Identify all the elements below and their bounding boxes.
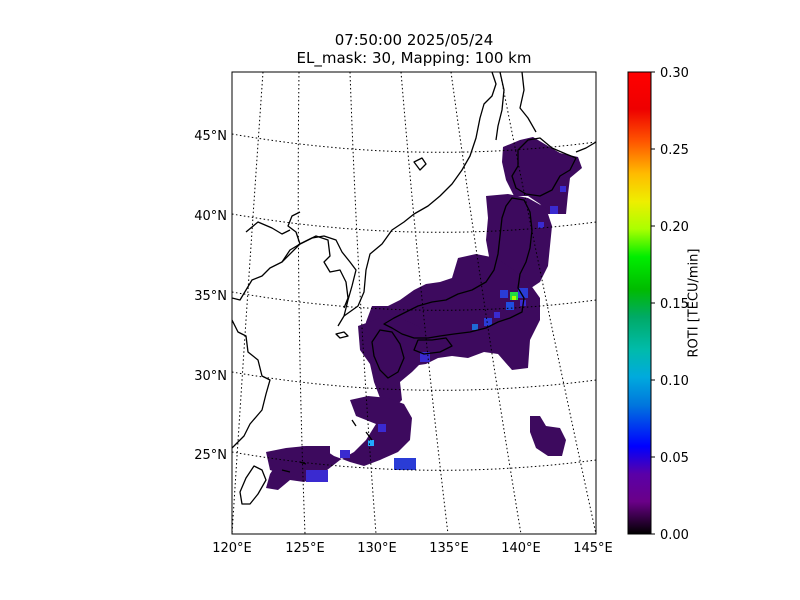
lon-label-125: 125°E bbox=[285, 541, 325, 556]
roti-spot-kanto-a bbox=[500, 290, 508, 298]
roti-spot-okinawa-c bbox=[378, 424, 386, 432]
coast-sakhalin bbox=[495, 72, 537, 141]
lat-label-25: 25°N bbox=[194, 448, 227, 463]
meridian-135 bbox=[400, 72, 449, 534]
map-title-params: EL_mask: 30, Mapping: 100 km bbox=[296, 49, 532, 67]
roti-spot-kanto-c bbox=[506, 302, 514, 310]
roti-spot-okinawa-a bbox=[368, 440, 374, 446]
roti-area-hokkaido bbox=[502, 137, 582, 214]
colorbar-label: ROTI [TECU/min] bbox=[686, 248, 702, 358]
coast-korea-north bbox=[245, 211, 349, 309]
lat-label-35: 35°N bbox=[194, 289, 227, 304]
colorbar-tick-3: 0.15 bbox=[660, 297, 689, 312]
roti-spot-tokai-c bbox=[494, 312, 500, 318]
coast-shikoku bbox=[413, 337, 453, 355]
colorbar-tick-0: 0.00 bbox=[660, 528, 689, 543]
parallel-35 bbox=[232, 291, 596, 311]
parallel-40 bbox=[232, 213, 596, 233]
lon-label-130: 130°E bbox=[357, 541, 397, 556]
roti-spot-tokai-a bbox=[484, 318, 492, 326]
parallel-30 bbox=[232, 371, 596, 391]
coast-taiwan bbox=[239, 465, 267, 505]
colorbar-tick-4: 0.20 bbox=[660, 220, 689, 235]
parallel-45 bbox=[232, 133, 596, 153]
roti-spot-tokai-b bbox=[472, 324, 478, 330]
roti-spot-sakishima bbox=[306, 470, 328, 482]
map-frame bbox=[231, 71, 597, 535]
coastlines bbox=[232, 72, 596, 505]
colorbar-tick-1: 0.05 bbox=[660, 451, 689, 466]
lat-label-40: 40°N bbox=[194, 209, 227, 224]
roti-spot-okinawa-b bbox=[394, 458, 416, 470]
roti-area-east-islands bbox=[530, 416, 566, 456]
coast-jeju bbox=[335, 331, 349, 339]
roti-area-kyushu bbox=[358, 318, 428, 406]
coast-china-coast bbox=[232, 319, 271, 449]
roti-spot-tohoku bbox=[538, 222, 544, 228]
colorbar-tick-6: 0.30 bbox=[660, 66, 689, 81]
lat-axis: 25°N 30°N 35°N 40°N 45°N bbox=[194, 129, 227, 463]
roti-spot-ryukyu bbox=[340, 450, 350, 458]
roti-spot-kinki bbox=[420, 352, 430, 362]
roti-area-ryukyu bbox=[266, 396, 412, 490]
coast-honshu bbox=[383, 197, 533, 339]
roti-coverage bbox=[266, 137, 582, 490]
graticule bbox=[232, 72, 596, 534]
lon-label-135: 135°E bbox=[429, 541, 469, 556]
lon-label-120: 120°E bbox=[212, 541, 252, 556]
parallel-25 bbox=[232, 451, 596, 471]
colorbar-tick-5: 0.25 bbox=[660, 143, 689, 158]
lat-label-30: 30°N bbox=[194, 369, 227, 384]
roti-spot-kanto-core bbox=[512, 296, 516, 300]
roti-spot-hokkaido-b bbox=[560, 186, 566, 192]
lon-label-145: 145°E bbox=[573, 541, 613, 556]
roti-spot-hokkaido-a bbox=[550, 206, 558, 214]
colorbar-tick-2: 0.10 bbox=[660, 374, 689, 389]
roti-area-sakishima bbox=[266, 446, 330, 474]
coast-lake-khanka bbox=[413, 157, 427, 171]
lon-axis: 120°E 125°E 130°E 135°E 140°E 145°E bbox=[212, 541, 613, 556]
coast-hokkaido bbox=[511, 137, 577, 197]
colorbar-gradient bbox=[627, 71, 652, 535]
coast-kyushu bbox=[371, 329, 405, 379]
lon-label-140: 140°E bbox=[501, 541, 541, 556]
map-title-time: 07:50:00 2025/05/24 bbox=[334, 31, 494, 49]
coast-kuril bbox=[575, 141, 596, 153]
colorbar-ticks bbox=[651, 71, 655, 535]
meridian-120 bbox=[232, 72, 264, 534]
colorbar: 0.00 0.05 0.10 0.15 0.20 0.25 0.30 bbox=[627, 66, 689, 543]
roti-spot-kanto-b bbox=[518, 288, 528, 298]
lat-label-45: 45°N bbox=[194, 129, 227, 144]
